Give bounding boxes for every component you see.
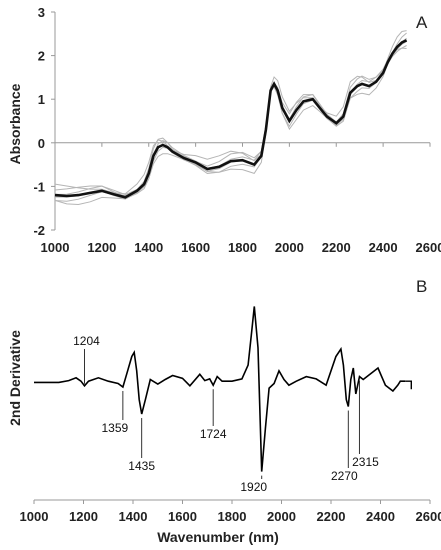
panel-a-sample-spectrum	[54, 39, 407, 197]
panel-b-chart: B 2nd Derivative Wavenumber (nm) 1000 120…	[7, 277, 441, 545]
panel-b-xlabel: Wavenumber (nm)	[157, 529, 279, 545]
panel-b-xtick-label: 1600	[168, 509, 197, 524]
panel-b-annotation-label: 2315	[352, 455, 379, 469]
panel-b-letter: B	[416, 277, 427, 296]
panel-b-xtick-label: 2000	[267, 509, 296, 524]
panel-b-end-bracket	[405, 380, 412, 390]
panel-b-annotation-label: 1359	[102, 421, 129, 435]
panel-a-xtick-label: 2000	[275, 240, 304, 255]
panel-a-ytick-label: 0	[38, 136, 45, 151]
panel-b-xtick-label: 2600	[416, 509, 441, 524]
panel-b-annotation-label: 1920	[240, 480, 267, 494]
panel-a-xtick-label: 1200	[87, 240, 116, 255]
panel-a-xtick-label: 2200	[322, 240, 351, 255]
panel-b-ylabel: 2nd Derivative	[7, 330, 23, 426]
panel-a-mean-spectrum	[54, 39, 408, 199]
panel-a-ytick-label: -2	[33, 223, 45, 238]
panel-a-letter: A	[416, 13, 428, 32]
panel-b-annotation-label: 2270	[331, 469, 358, 483]
panel-a-sample-spectrum	[54, 45, 407, 202]
panel-b-xtick-label: 1400	[119, 509, 148, 524]
panel-b-annotation-label: 1724	[200, 427, 227, 441]
panel-b-annotation-label: 1204	[73, 334, 100, 348]
panel-b-xtick-label: 2400	[366, 509, 395, 524]
panel-a-xtick-label: 1800	[228, 240, 257, 255]
panel-a-ytick-label: 2	[38, 49, 45, 64]
panel-b-xtick-label: 1800	[218, 509, 247, 524]
panel-b-xtick-label: 1000	[20, 509, 49, 524]
panel-a-xtick-label: 1400	[134, 240, 163, 255]
panel-b-xtick-label: 2200	[317, 509, 346, 524]
panel-b-xtick-label: 1200	[69, 509, 98, 524]
panel-a-ytick-label: 3	[38, 5, 45, 20]
panel-a-xtick-label: 2600	[416, 240, 441, 255]
panel-a-ytick-label: -1	[33, 179, 45, 194]
panel-a-xtick-label: 1600	[181, 240, 210, 255]
panel-a-sample-spectrum	[54, 37, 407, 196]
panel-a-chart: A Absorbance -2 -1 0 1 2 3 1000 1200 1400 1600 18…	[7, 5, 441, 255]
panel-a-xtick-label: 1000	[41, 240, 70, 255]
panel-a-ytick-label: 1	[38, 92, 45, 107]
panel-b-second-derivative	[34, 306, 406, 472]
panel-b-annotation-label: 1435	[128, 459, 155, 473]
panel-a-sample-spectrum	[54, 47, 407, 206]
panel-a-sample-spectrum	[54, 32, 407, 197]
panel-a-ylabel: Absorbance	[7, 83, 23, 164]
panel-a-xtick-label: 2400	[369, 240, 398, 255]
panel-a-sample-spectrum	[54, 40, 407, 200]
